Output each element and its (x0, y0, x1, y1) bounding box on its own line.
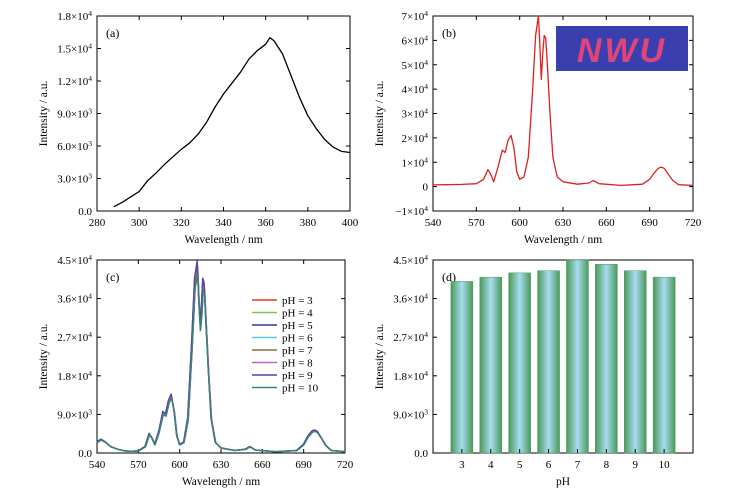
x-tick-label: 630 (555, 217, 572, 229)
x-tick-label: 3 (459, 459, 465, 471)
y-tick-label: 9.0×103 (57, 107, 92, 121)
x-tick-label: 690 (295, 459, 312, 471)
panel-b: −1×104 0 1×104 2×104 3×104 4×104 5×104 6×104 7×1… (374, 9, 702, 246)
bar (652, 276, 676, 454)
x-tick-label: 300 (131, 217, 148, 229)
x-axis-title: Wavelength / nm (524, 234, 602, 246)
y-tick-label: 0.0 (78, 206, 92, 218)
x-tick-label: 690 (641, 217, 658, 229)
y-tick-label: 4.5×104 (393, 253, 428, 267)
x-tick-label: 7 (575, 459, 581, 471)
y-axis-title: Intensity / a.u. (38, 323, 50, 389)
y-tick-label: 1.8×104 (57, 9, 92, 23)
panel-label: (c) (106, 270, 119, 284)
x-tick-label: 540 (425, 217, 442, 229)
bar (537, 270, 560, 454)
y-axis-title: Intensity / a.u. (374, 323, 386, 389)
x-tick-label: 720 (337, 459, 354, 471)
y-tick-label: 0.0 (414, 448, 428, 460)
y-tick-label: 2.7×104 (393, 330, 428, 344)
y-tick-label: 9.0×103 (57, 407, 92, 421)
legend-label: pH = 5 (282, 320, 313, 332)
y-tick-label: 9.0×103 (393, 407, 428, 421)
legend-label: pH = 8 (282, 358, 313, 370)
y-tick-label: 1.2×104 (57, 74, 92, 88)
panel-a: 0.0 3.0×103 6.0×103 9.0×103 1.2×104 1.5×104 1.… (38, 9, 359, 246)
y-tick-label: 1.5×104 (57, 42, 92, 56)
legend-label: pH = 3 (282, 295, 313, 307)
panel-c: 0.0 9.0×103 1.8×104 2.7×104 3.6×104 4.5×104 54… (38, 253, 354, 488)
legend-label: pH = 10 (282, 383, 319, 395)
x-tick-label: 10 (659, 459, 671, 471)
inset-photo: NWU (556, 26, 688, 71)
y-tick-label: 4×104 (402, 82, 429, 96)
x-tick-label: 360 (257, 217, 274, 229)
data-line (432, 15, 694, 187)
y-tick-label: 1×104 (402, 155, 429, 169)
series-line (96, 273, 346, 453)
x-tick-label: 600 (511, 217, 528, 229)
y-tick-label: 6.0×103 (57, 139, 92, 153)
y-tick-label: 4.5×104 (57, 253, 92, 267)
x-tick-label: 6 (546, 459, 552, 471)
x-tick-label: 400 (342, 217, 359, 229)
y-tick-label: 1.8×104 (393, 369, 428, 383)
x-tick-label: 340 (215, 217, 232, 229)
bar (450, 281, 474, 454)
y-tick-label: 6×104 (402, 33, 429, 47)
y-tick-label: 0.0 (78, 448, 92, 460)
x-tick-label: 720 (685, 217, 702, 229)
y-tick-label: 3×104 (402, 107, 429, 121)
bar (508, 272, 531, 454)
x-axis-title: Wavelength / nm (182, 476, 260, 488)
legend-label: pH = 6 (282, 333, 313, 345)
x-tick-label: 570 (130, 459, 147, 471)
y-axis-title: Intensity / a.u. (38, 80, 50, 146)
x-tick-label: 9 (632, 459, 638, 471)
panel-label: (b) (442, 26, 456, 40)
x-tick-label: 630 (213, 459, 230, 471)
x-tick-label: 380 (300, 217, 317, 229)
y-tick-label: 5×104 (402, 58, 429, 72)
y-tick-label: 7×104 (402, 9, 429, 23)
y-tick-label: 1.8×104 (57, 369, 92, 383)
y-axis-title: Intensity / a.u. (374, 80, 386, 146)
data-line (113, 37, 351, 208)
x-tick-label: 8 (604, 459, 610, 471)
x-tick-label: 660 (254, 459, 271, 471)
bar (566, 259, 589, 454)
y-tick-label: −1×104 (395, 204, 428, 218)
legend: pH = 3pH = 4pH = 5pH = 6pH = 7pH = 8pH =… (252, 295, 319, 395)
panel-label: (d) (442, 270, 456, 284)
inset-text: NWU (577, 32, 667, 70)
bar (595, 264, 618, 454)
y-tick-label: 2×104 (402, 131, 429, 145)
x-tick-label: 570 (468, 217, 485, 229)
y-tick-label: 0 (423, 182, 429, 194)
x-tick-label: 4 (488, 459, 494, 471)
x-axis-title: Wavelength / nm (184, 234, 262, 246)
x-tick-label: 280 (89, 217, 106, 229)
x-tick-label: 5 (517, 459, 523, 471)
bar (479, 276, 503, 454)
plot-frame (432, 259, 694, 454)
y-tick-label: 3.6×104 (57, 292, 92, 306)
panel-d: 0.0 9.0×103 1.8×104 2.7×104 3.6×104 4.5×104 pH… (374, 253, 694, 488)
plot-frame (96, 15, 351, 212)
y-tick-label: 2.7×104 (57, 330, 92, 344)
legend-label: pH = 4 (282, 308, 313, 320)
x-tick-label: 660 (598, 217, 615, 229)
legend-label: pH = 7 (282, 345, 313, 357)
x-axis-title: pH (556, 476, 570, 488)
bar (623, 270, 647, 454)
inset-background (556, 26, 688, 71)
x-tick-label: 600 (171, 459, 188, 471)
legend-label: pH = 9 (282, 370, 313, 382)
y-tick-label: 3.6×104 (393, 292, 428, 306)
x-tick-label: 540 (89, 459, 106, 471)
y-tick-label: 3.0×103 (57, 172, 92, 186)
x-tick-label: 320 (173, 217, 190, 229)
panel-label: (a) (106, 26, 119, 40)
